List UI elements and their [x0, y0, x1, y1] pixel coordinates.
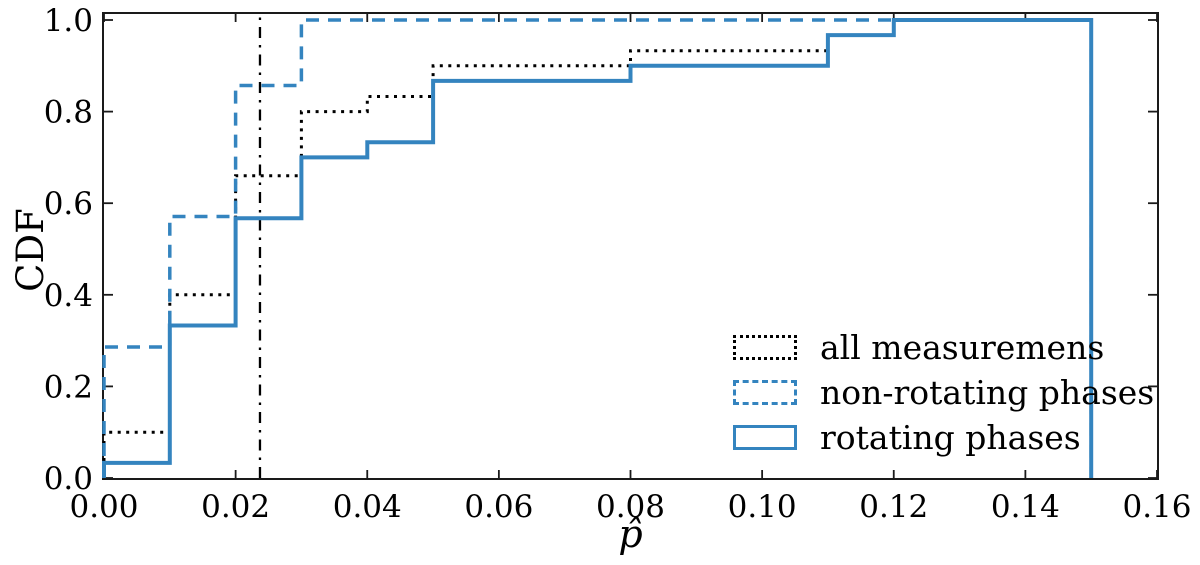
cdf-curve-non-rotating-phases — [102, 18, 1093, 478]
x-tick-label: 0.14 — [991, 489, 1060, 525]
x-tick-label: 0.00 — [69, 489, 138, 525]
x-axis-label: p̂ — [104, 512, 1157, 556]
legend-item-rotating-phases: rotating phases — [733, 415, 1154, 460]
x-tick-label: 0.12 — [859, 489, 928, 525]
x-tick-label: 0.16 — [1122, 489, 1191, 525]
cdf-curve-rotating-phases — [102, 18, 1094, 478]
y-tick-label: 0.8 — [44, 95, 93, 131]
legend-handle-dotted — [733, 335, 797, 360]
y-tick-label: 0.4 — [44, 278, 93, 314]
x-tick-label: 0.02 — [201, 489, 270, 525]
x-axis-label-text: p̂ — [618, 512, 643, 556]
legend-item-non-rotating-phases: non-rotating phases — [733, 370, 1154, 415]
legend: all measuremens non-rotating phases rota… — [733, 325, 1154, 460]
x-tick-label: 0.10 — [728, 489, 797, 525]
legend-handle-solid — [733, 425, 797, 450]
legend-label: non-rotating phases — [820, 373, 1155, 412]
x-tick-label: 0.04 — [333, 489, 402, 525]
y-axis-label: CDF — [9, 208, 52, 292]
x-tick-label: 0.06 — [464, 489, 533, 525]
legend-item-all-measurements: all measuremens — [733, 325, 1154, 370]
y-tick-label: 1.0 — [44, 3, 93, 39]
x-tick-label: 0.08 — [596, 489, 665, 525]
legend-label: all measuremens — [820, 328, 1105, 367]
y-tick-label: 0.6 — [44, 186, 93, 222]
y-tick-label: 0.0 — [44, 461, 93, 497]
legend-handle-dashed — [733, 380, 797, 405]
y-tick-label: 0.2 — [44, 369, 93, 405]
legend-label: rotating phases — [820, 418, 1081, 457]
